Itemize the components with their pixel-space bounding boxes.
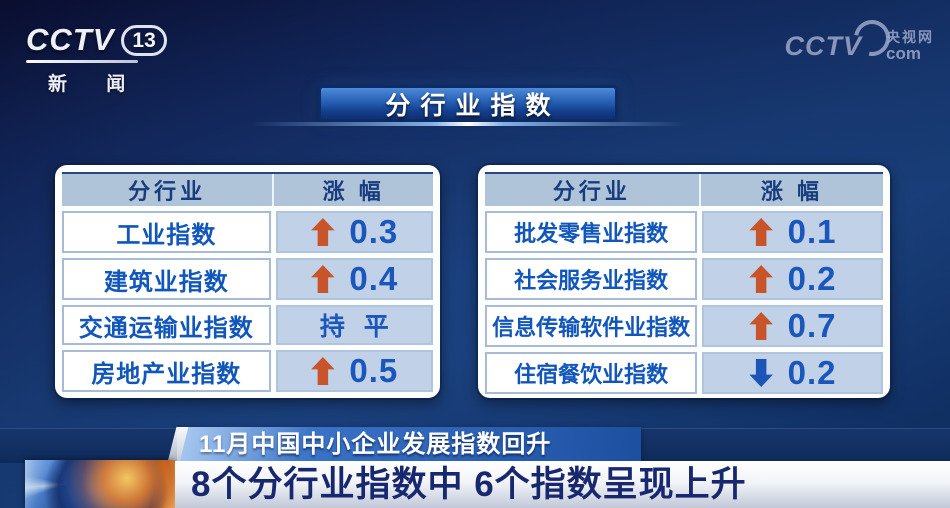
industry-column-header: 分行业: [552, 179, 631, 204]
industry-cell: 房地产业指数: [62, 350, 271, 392]
table-row: 建筑业指数 0.4: [62, 258, 433, 300]
up-arrow-icon: [749, 265, 773, 293]
globe-graphic: [25, 460, 175, 508]
up-arrow-icon: [311, 265, 335, 293]
cctv13-logo: CCTV 13 新 闻: [26, 22, 167, 96]
change-cell: 持 平: [275, 305, 433, 345]
logo-underline: [26, 60, 138, 63]
change-value: 0.1: [787, 213, 837, 250]
cctv-com-watermark: CCTV 央视网 com: [784, 13, 935, 64]
industry-column-header: 分行业: [128, 179, 207, 204]
industry-cell: 信息传输软件业指数: [485, 305, 698, 347]
news-label: 新 闻: [48, 74, 143, 95]
industry-cell: 住宿餐饮业指数: [485, 352, 698, 394]
industry-index-table-right: 分行业 涨 幅 批发零售业指数 0.1 社会服务业指数 0.2 信息传输软件业指…: [478, 165, 890, 398]
change-column-header: 涨 幅: [698, 174, 883, 206]
cctv13-logo-row: CCTV 13: [26, 22, 167, 58]
change-value: 0.2: [787, 260, 837, 297]
table-row: 批发零售业指数 0.1: [485, 211, 883, 253]
industry-index-table-left: 分行业 涨 幅 工业指数 0.3 建筑业指数 0.4 交通运输业指数 持 平 房…: [55, 165, 440, 398]
change-value: 0.2: [787, 354, 837, 391]
change-cell: 0.5: [275, 350, 433, 392]
watermark-site-name: 央视网: [886, 29, 934, 45]
change-column-header: 涨 幅: [272, 174, 433, 206]
industry-cell: 建筑业指数: [62, 258, 271, 300]
table-header-row: 分行业 涨 幅: [485, 172, 883, 206]
channel-13-badge: 13: [121, 24, 167, 56]
change-cell: 0.7: [702, 305, 883, 347]
table-row: 房地产业指数 0.5: [62, 350, 433, 392]
change-cell: 0.1: [702, 211, 883, 253]
change-cell: 0.3: [275, 211, 433, 253]
table-row: 工业指数 0.3: [62, 211, 433, 253]
industry-cell: 社会服务业指数: [485, 258, 698, 300]
up-arrow-icon: [749, 312, 773, 340]
change-value: 0.7: [787, 307, 837, 344]
change-value: 0.5: [349, 352, 399, 389]
down-arrow-icon: [749, 359, 774, 387]
up-arrow-icon: [311, 218, 335, 246]
industry-cell: 批发零售业指数: [485, 211, 698, 253]
cctv-wordmark: CCTV: [26, 22, 115, 57]
table-header-row: 分行业 涨 幅: [62, 172, 433, 206]
table-row: 住宿餐饮业指数 0.2: [485, 352, 883, 394]
change-cell: 0.2: [702, 352, 883, 394]
watermark-site-column: 央视网 com: [886, 30, 934, 63]
up-arrow-icon: [749, 218, 773, 246]
industry-cell: 交通运输业指数: [62, 305, 271, 345]
change-value: 0.3: [349, 213, 399, 250]
banner-glow-line: [250, 122, 686, 126]
change-cell: 0.2: [702, 258, 883, 300]
change-value: 0.4: [349, 260, 399, 297]
section-title-banner: 分行业指数: [318, 85, 618, 122]
headline-band: 8个分行业指数中 6个指数呈现上升: [175, 461, 950, 508]
change-cell: 0.4: [275, 258, 433, 300]
table-row: 信息传输软件业指数 0.7: [485, 305, 883, 347]
industry-cell: 工业指数: [62, 211, 271, 253]
topic-banner: 11月中国中小企业发展指数回升: [177, 427, 641, 462]
watermark-com: com: [886, 43, 921, 63]
change-value: 持 平: [319, 313, 395, 341]
up-arrow-icon: [311, 357, 335, 385]
table-row: 社会服务业指数 0.2: [485, 258, 883, 300]
table-row: 交通运输业指数 持 平: [62, 305, 433, 345]
watermark-cctv-text: CCTV: [784, 30, 862, 61]
